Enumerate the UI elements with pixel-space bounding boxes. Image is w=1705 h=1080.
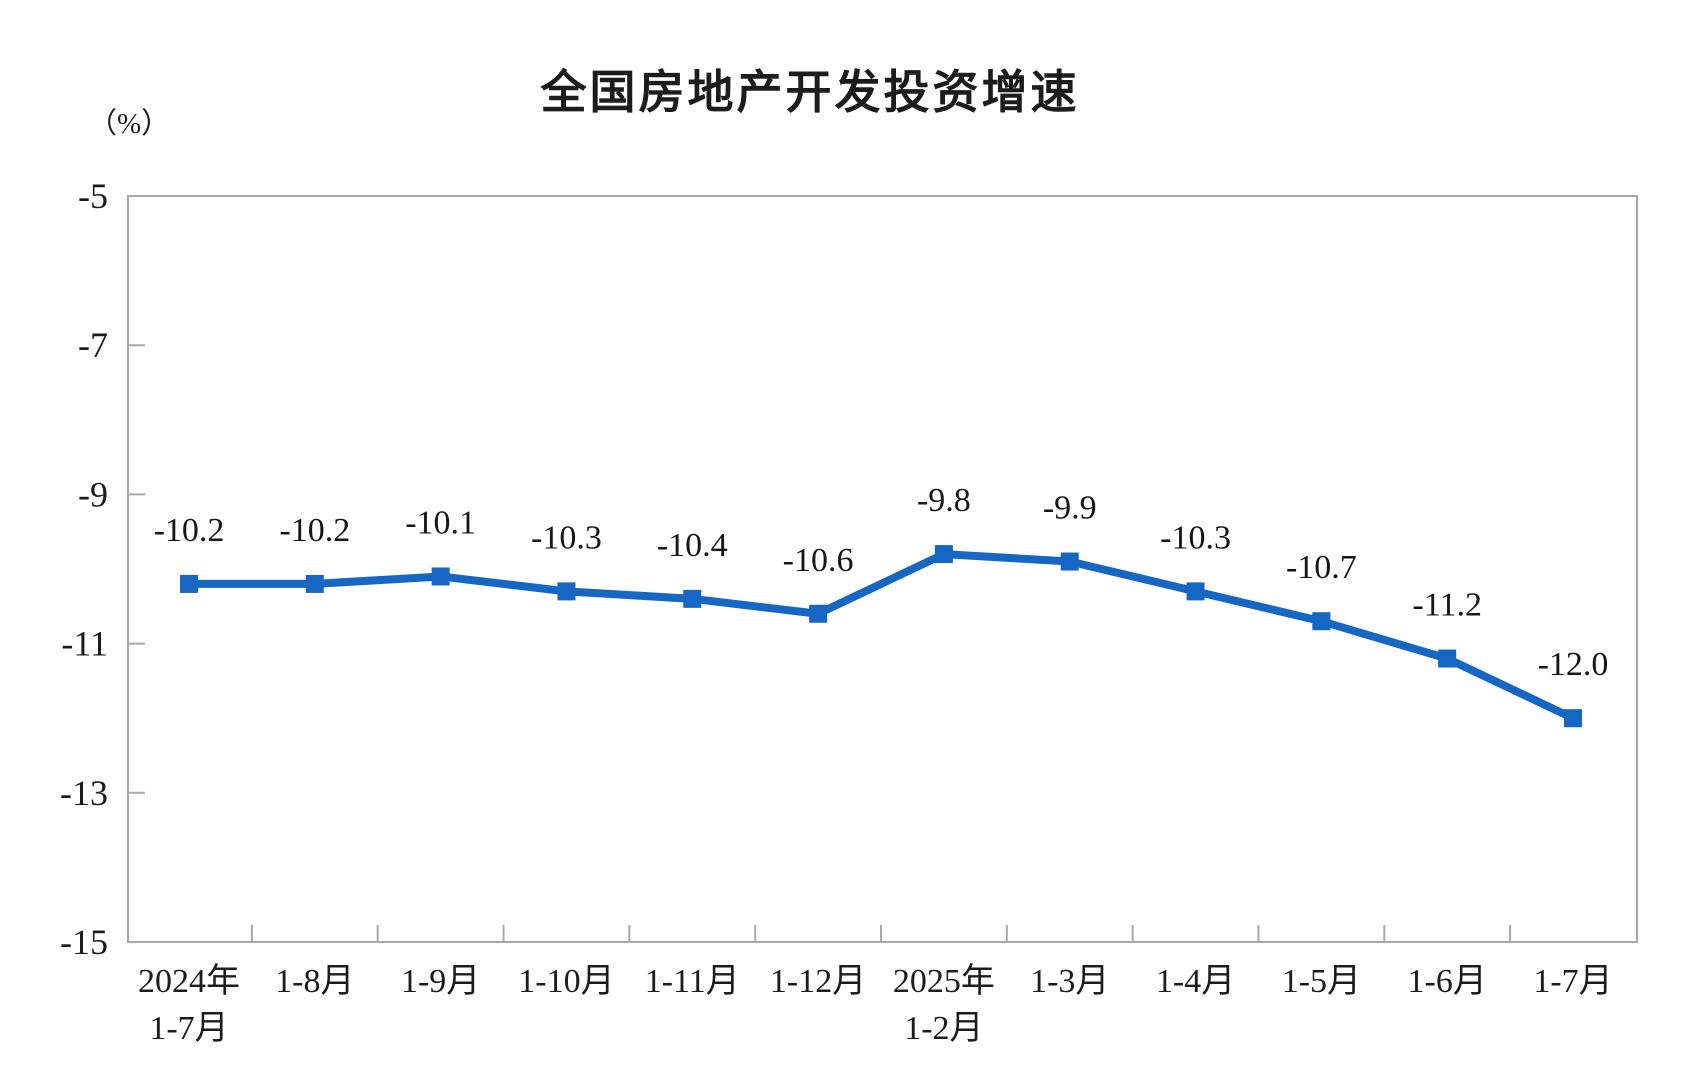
y-tick-label: -11 [61, 624, 108, 664]
data-label: -9.9 [1043, 490, 1097, 527]
data-point [431, 567, 450, 586]
data-point [1564, 709, 1582, 728]
series-line [185, 550, 1577, 723]
x-tick-label: 1-11月 [645, 963, 740, 1000]
x-tick-label: 1-8月 [275, 963, 354, 1000]
data-point [1060, 552, 1079, 571]
x-tick-label: 2025年 [893, 962, 995, 1000]
x-tick-label-line2: 1-2月 [904, 1010, 983, 1047]
y-axis-unit-label: （%） [88, 108, 171, 140]
x-tick-label: 1-7月 [1533, 963, 1612, 1000]
data-label: -10.1 [405, 504, 476, 541]
data-point [809, 604, 828, 623]
data-point [1186, 582, 1205, 601]
x-tick-label: 1-10月 [518, 963, 614, 1000]
data-point [557, 582, 576, 601]
plot-border [127, 195, 1638, 943]
data-point [683, 589, 702, 608]
data-label: -11.2 [1412, 587, 1482, 624]
x-tick-label: 1-12月 [770, 963, 866, 1000]
data-label: -10.3 [531, 519, 602, 556]
data-label: -10.6 [783, 542, 854, 579]
y-tick-label: -9 [78, 474, 108, 514]
x-tick-label: 1-5月 [1282, 963, 1361, 1000]
data-label: -10.2 [279, 512, 350, 549]
data-label: -10.2 [154, 512, 225, 549]
x-tick-label: 1-4月 [1156, 963, 1235, 1000]
x-tick-label: 1-6月 [1408, 963, 1487, 1000]
data-point [1312, 612, 1331, 631]
data-point [180, 574, 198, 593]
data-point [305, 574, 324, 593]
y-tick-label: -5 [78, 176, 108, 216]
y-tick-label: -13 [60, 773, 108, 813]
data-point [934, 545, 953, 564]
data-label: -10.4 [657, 527, 728, 564]
y-tick-label: -15 [60, 922, 108, 962]
data-label: -9.8 [917, 482, 971, 519]
x-tick-label: 2024年 [138, 962, 240, 1000]
x-tick-label: 1-3月 [1030, 963, 1109, 1000]
x-tick-label: 1-9月 [401, 963, 480, 1000]
y-tick-label: -7 [78, 325, 108, 365]
x-tick-label-line2: 1-7月 [149, 1010, 228, 1047]
data-label: -10.3 [1160, 519, 1231, 556]
chart-title: 全国房地产开发投资增速 [540, 65, 1080, 119]
data-point [1438, 649, 1457, 668]
data-label: -12.0 [1538, 646, 1609, 683]
data-label: -10.7 [1286, 549, 1357, 586]
